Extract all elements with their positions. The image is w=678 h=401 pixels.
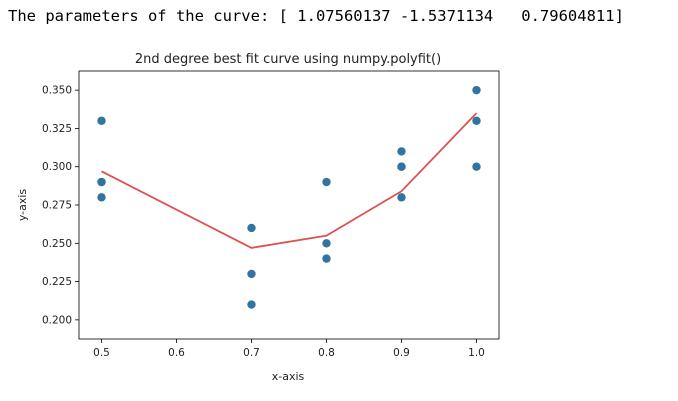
scatter-point — [397, 162, 406, 171]
scatter-point — [322, 177, 331, 187]
scatter-point — [97, 116, 106, 125]
y-tick-label: 0.225 — [42, 276, 72, 288]
scatter-point — [247, 300, 256, 309]
x-tick-label: 0.8 — [318, 347, 335, 359]
y-tick-label: 0.325 — [42, 123, 72, 135]
scatter-point — [397, 147, 406, 156]
scatter-point — [247, 269, 256, 279]
polyfit-parameters-output: The parameters of the curve: [ 1.0756013… — [8, 7, 624, 25]
x-tick-label: 0.5 — [93, 347, 110, 359]
scatter-points — [97, 85, 481, 309]
y-tick-label: 0.250 — [42, 238, 72, 250]
scatter-point — [397, 193, 406, 202]
scatter-point — [472, 162, 481, 171]
x-axis-label: x-axis — [272, 370, 305, 383]
best-fit-curve-line — [101, 112, 478, 249]
x-tick-label: 1.0 — [468, 347, 485, 359]
y-tick-label: 0.300 — [42, 161, 72, 173]
scatter-point — [472, 116, 481, 125]
x-tick-label: 0.6 — [168, 347, 185, 359]
y-axis-ticks: 0.200 0.225 0.250 0.275 0.300 0.325 0.350 — [42, 85, 79, 326]
x-tick-label: 0.7 — [243, 347, 260, 359]
scatter-point — [322, 239, 331, 248]
x-axis-ticks: 0.5 0.6 0.7 0.8 0.9 1.0 — [93, 339, 485, 359]
plot-area-frame — [78, 70, 500, 340]
y-tick-label: 0.350 — [42, 85, 72, 97]
scatter-point — [322, 254, 331, 263]
y-tick-label: 0.200 — [42, 314, 72, 326]
y-axis-label: y-axis — [16, 189, 29, 222]
chart-title: 2nd degree best fit curve using numpy.po… — [135, 52, 441, 67]
x-tick-label: 0.9 — [393, 347, 410, 359]
scatter-point — [97, 177, 106, 187]
y-tick-label: 0.275 — [42, 200, 72, 212]
scatter-point — [472, 85, 481, 95]
scatter-point — [247, 223, 256, 233]
scatter-point — [97, 193, 106, 202]
